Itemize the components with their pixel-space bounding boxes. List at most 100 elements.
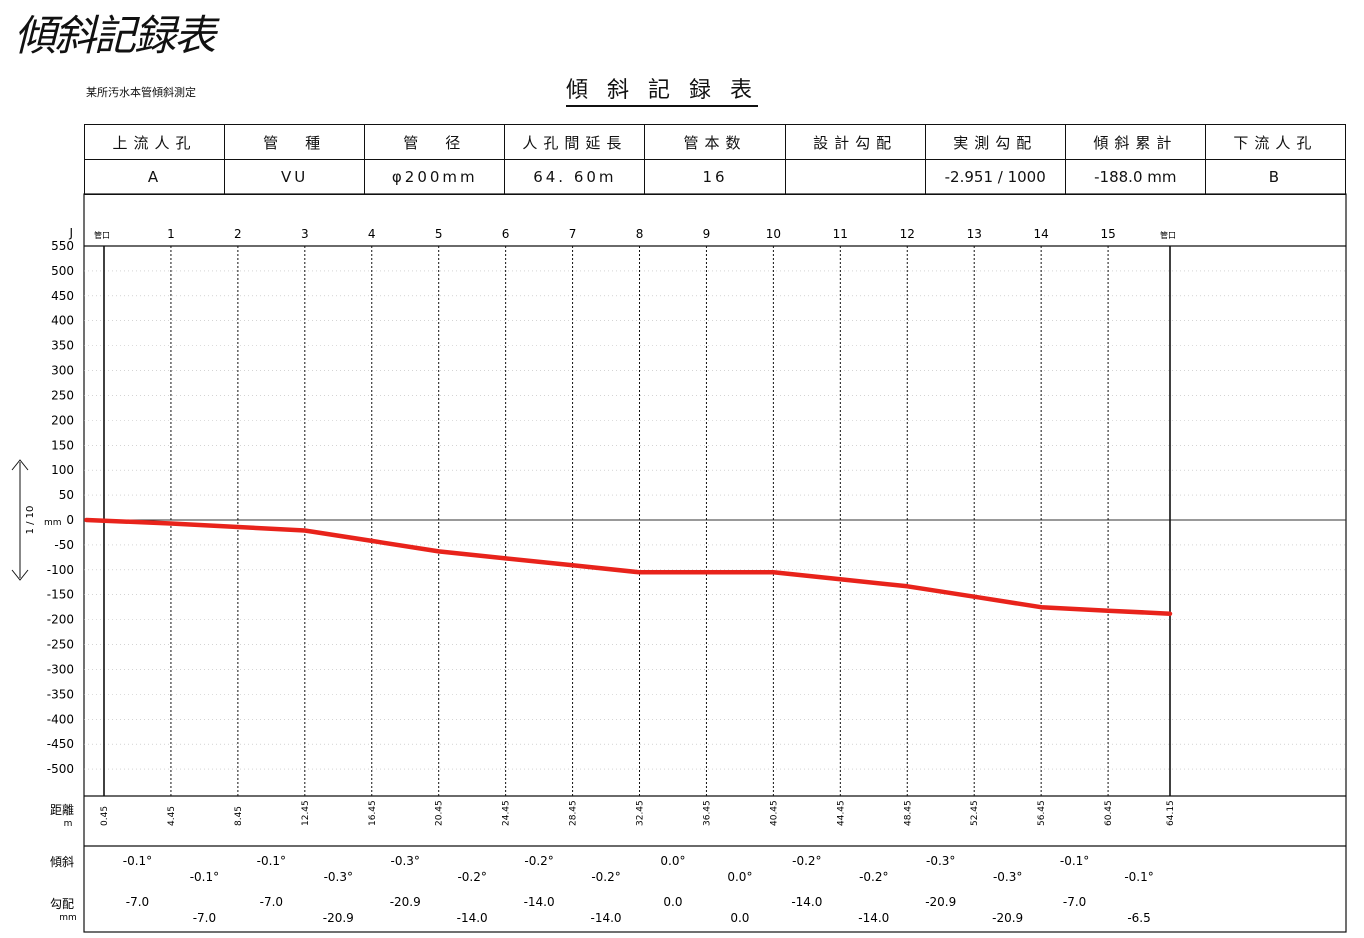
- distance-label-5: 20.45: [435, 800, 445, 826]
- distance-label-14: 56.45: [1037, 800, 1047, 826]
- joint-label-7: 7: [569, 227, 577, 241]
- joint-label-1: 1: [167, 227, 175, 241]
- y-tick-label-2: 450: [51, 289, 74, 303]
- value-pipe-diameter: φ200mm: [364, 159, 506, 195]
- distance-label-2: 8.45: [234, 806, 244, 826]
- distance-label-4: 16.45: [368, 800, 378, 826]
- joint-label-13: 13: [967, 227, 982, 241]
- slope-value-9: 0.0°: [727, 870, 752, 884]
- slope-value-11: -0.2°: [859, 870, 888, 884]
- joint-label-10: 10: [766, 227, 781, 241]
- row-label-3: 勾配: [50, 897, 74, 911]
- gradient-value-13: -20.9: [992, 911, 1023, 925]
- distance-label-13: 52.45: [970, 800, 980, 826]
- scale-label: 1 / 10: [25, 506, 36, 535]
- y-tick-label-19: -400: [47, 712, 74, 726]
- record-table-title: 傾 斜 記 録 表: [566, 72, 758, 107]
- row-label-1: m: [64, 819, 73, 829]
- joint-label-8: 8: [636, 227, 644, 241]
- joint-label-16: 管口: [1160, 230, 1176, 240]
- distance-label-10: 40.45: [769, 800, 779, 826]
- slope-profile-line: [84, 517, 1173, 616]
- y-tick-label-14: -150: [47, 588, 74, 602]
- row-label-4: mm: [59, 913, 77, 923]
- y-tick-label-10: 50: [59, 488, 74, 502]
- y-axis-ticks: 550500450400350300250200150100500-50-100…: [47, 239, 74, 776]
- y-tick-label-20: -450: [47, 737, 74, 751]
- row-label-0: 距離: [50, 803, 74, 817]
- joint-label-0: 管口: [94, 230, 110, 240]
- y-tick-label-6: 250: [51, 388, 74, 402]
- slope-value-14: -0.1°: [1060, 854, 1089, 868]
- joint-label-2: 2: [234, 227, 242, 241]
- slope-value-6: -0.2°: [524, 854, 553, 868]
- info-value-row: A VU φ200mm 64. 60m 16 -2.951 / 1000 -18…: [83, 159, 1347, 195]
- distance-label-16: 64.15: [1166, 800, 1176, 826]
- slope-value-15: -0.1°: [1124, 870, 1153, 884]
- gradient-value-3: -20.9: [323, 911, 354, 925]
- value-pipe-type: VU: [224, 159, 366, 195]
- slope-value-7: -0.2°: [591, 870, 620, 884]
- gradient-value-0: -7.0: [126, 895, 149, 909]
- y-tick-label-11: 0: [66, 513, 74, 527]
- joint-label-11: 11: [833, 227, 848, 241]
- gradient-value-5: -14.0: [457, 911, 488, 925]
- header-pipe-count: 管本数: [644, 124, 786, 160]
- gradient-value-8: 0.0: [663, 895, 682, 909]
- distance-label-8: 32.45: [636, 800, 646, 826]
- header-downstream-manhole: 下流人孔: [1204, 124, 1347, 160]
- y-tick-label-1: 500: [51, 264, 74, 278]
- y-tick-label-21: -500: [47, 762, 74, 776]
- joint-label-4: 4: [368, 227, 376, 241]
- y-tick-label-0: 550: [51, 239, 74, 253]
- y-tick-label-13: -100: [47, 563, 74, 577]
- gradient-value-2: -7.0: [260, 895, 283, 909]
- distance-label-1: 4.45: [167, 806, 177, 826]
- value-upstream-manhole: A: [83, 159, 226, 195]
- slope-value-4: -0.3°: [391, 854, 420, 868]
- y-tick-label-9: 100: [51, 463, 74, 477]
- gradient-value-6: -14.0: [524, 895, 555, 909]
- subtitle: 某所汚水本管傾斜測定: [86, 86, 196, 99]
- value-pipe-count: 16: [644, 159, 786, 195]
- joint-labels: 管口 1 2 3 4 5 6 7 8 9 10 11 12 13 14 15 管口: [94, 227, 1176, 241]
- joint-label-15: 15: [1100, 227, 1115, 241]
- y-tick-label-15: -200: [47, 613, 74, 627]
- distance-label-15: 60.45: [1104, 800, 1114, 826]
- distance-label-6: 24.45: [502, 800, 512, 826]
- joint-label-14: 14: [1034, 227, 1049, 241]
- distance-label-9: 36.45: [702, 800, 712, 826]
- distance-label-3: 12.45: [301, 800, 311, 826]
- gradient-value-14: -7.0: [1063, 895, 1086, 909]
- y-tick-label-7: 200: [51, 413, 74, 427]
- value-measured-gradient: -2.951 / 1000: [924, 159, 1066, 195]
- joint-label-6: 6: [502, 227, 510, 241]
- header-manhole-length: 人孔間延長: [504, 124, 646, 160]
- distance-label-11: 44.45: [836, 800, 846, 826]
- y-tick-label-18: -350: [47, 687, 74, 701]
- joint-label-12: 12: [900, 227, 915, 241]
- slope-value-10: -0.2°: [792, 854, 821, 868]
- joint-label-5: 5: [435, 227, 443, 241]
- chart-frame: [83, 193, 1347, 933]
- y-tick-label-17: -300: [47, 662, 74, 676]
- gradient-value-10: -14.0: [791, 895, 822, 909]
- scale-arrow: 1 / 10: [11, 459, 36, 581]
- row-label-2: 傾斜: [50, 855, 74, 869]
- gradient-value-1: -7.0: [193, 911, 216, 925]
- slope-value-0: -0.1°: [123, 854, 152, 868]
- slope-value-13: -0.3°: [993, 870, 1022, 884]
- distance-label-12: 48.45: [903, 800, 913, 826]
- y-tick-label-12: -50: [54, 538, 74, 552]
- frame-outline: [83, 193, 1347, 933]
- header-upstream-manhole: 上流人孔: [83, 124, 226, 160]
- y-tick-label-16: -250: [47, 638, 74, 652]
- slope-value-12: -0.3°: [926, 854, 955, 868]
- value-design-gradient: [784, 159, 926, 195]
- joint-label-9: 9: [703, 227, 711, 241]
- distance-labels: 0.45 4.45 8.45 12.45 16.45 20.45 24.45 28.45 32.…: [100, 800, 1176, 826]
- slope-value-8: 0.0°: [660, 854, 685, 868]
- gradient-value-11: -14.0: [858, 911, 889, 925]
- y-tick-label-8: 150: [51, 438, 74, 452]
